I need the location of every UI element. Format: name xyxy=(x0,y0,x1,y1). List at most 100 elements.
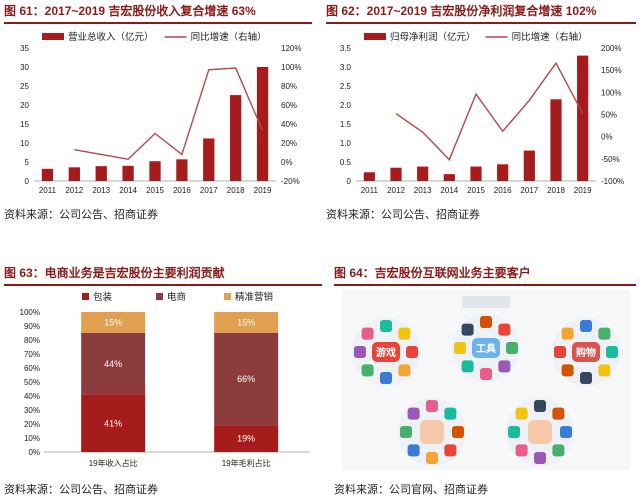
app-logo xyxy=(561,327,574,340)
x-tick-label: 2017 xyxy=(200,186,218,195)
y-tick-label: 80% xyxy=(24,336,40,345)
y-tick-label: 25 xyxy=(20,82,29,91)
x-tick-label: 2013 xyxy=(92,186,110,195)
bar xyxy=(41,168,54,181)
bar xyxy=(390,167,402,181)
app-logo xyxy=(354,346,366,358)
stack-segment xyxy=(81,394,146,452)
panel-revenue: 图 61：2017~2019 吉宏股份收入复合增速 63% 营业总收入（亿元） 同… xyxy=(4,0,312,230)
cluster-badge xyxy=(572,342,600,362)
app-logo xyxy=(480,316,492,328)
bar xyxy=(363,172,375,181)
y2-tick-label: 40% xyxy=(281,120,297,129)
data-label: 15% xyxy=(104,318,122,328)
bar xyxy=(230,95,242,181)
y2-tick-label: 200% xyxy=(601,44,621,53)
y2-tick-label: 80% xyxy=(281,82,297,91)
y2-tick-label: 20% xyxy=(281,139,297,148)
x-tick-label: 2013 xyxy=(414,186,432,195)
revenue-chart: 营业总收入（亿元） 同比增速（右轴） 0 5 10 15 20 25 30 35 -20% 0% 20%… xyxy=(20,31,301,195)
y-tick-label: 60% xyxy=(24,364,40,373)
source-note: 资料来源：公司公告、招商证券 xyxy=(4,484,158,496)
cluster-badge xyxy=(528,420,552,444)
y-tick-label: 20% xyxy=(24,420,40,429)
legend-swatch-bar xyxy=(42,33,64,40)
y2-tick-label: -50% xyxy=(601,155,620,164)
y-tick-label: 90% xyxy=(24,322,40,331)
data-label: 66% xyxy=(237,374,255,384)
y-tick-label: 100% xyxy=(20,308,40,317)
x-tick-label: 2012 xyxy=(387,186,405,195)
y-tick-label: 1.0 xyxy=(340,139,352,148)
y2-tick-label: 100% xyxy=(601,88,621,97)
x-tick-label: 2016 xyxy=(173,186,191,195)
y2-tick-label: 150% xyxy=(601,66,621,75)
bar xyxy=(149,161,161,181)
app-logo xyxy=(398,327,411,340)
x-tick-label: 2018 xyxy=(547,186,565,195)
x-tick-label: 2017 xyxy=(520,186,538,195)
panel-customers: 图 64：吉宏股份互联网业务主要客户 游戏 工具 购物 资料来源：公司官网、招商证券 xyxy=(334,262,636,498)
x-tick-label: 2011 xyxy=(39,186,57,195)
bar xyxy=(470,166,482,181)
source-note: 资料来源：公司公告、招商证券 xyxy=(326,209,480,221)
y-tick-label: 30 xyxy=(20,63,29,72)
legend-label-line: 同比增速（右轴） xyxy=(191,31,267,43)
bar xyxy=(550,99,562,181)
bar xyxy=(176,159,188,181)
app-logo xyxy=(515,444,528,457)
y-tick-label: 35 xyxy=(20,44,29,53)
growth-line xyxy=(395,61,584,161)
app-logo xyxy=(552,407,565,420)
app-logo xyxy=(380,372,392,384)
title-rule xyxy=(326,22,636,24)
data-label: 41% xyxy=(104,418,122,428)
bar xyxy=(577,55,589,181)
app-logo xyxy=(598,364,611,377)
app-logo xyxy=(361,364,374,377)
app-logo xyxy=(380,320,392,332)
data-label: 15% xyxy=(237,318,255,328)
app-logo xyxy=(552,444,565,457)
bar xyxy=(68,167,80,181)
x-tick-label: 2015 xyxy=(146,186,164,195)
app-logo xyxy=(407,407,420,420)
panel-profit-contribution: 图 63：电商业务是吉宏股份主要利润贡献 包装 电商 精准营销 0% 10% 20% 30%… xyxy=(4,262,322,498)
cluster-badge xyxy=(372,342,400,362)
app-logo xyxy=(498,360,511,373)
app-logo xyxy=(534,452,546,464)
bar xyxy=(417,166,429,181)
header-tag xyxy=(462,296,510,308)
app-logo xyxy=(398,364,411,377)
y-tick-label: 0.5 xyxy=(340,158,352,167)
app-logo xyxy=(426,400,438,412)
bar xyxy=(95,166,107,181)
cluster-badge xyxy=(420,420,444,444)
app-logo xyxy=(515,407,528,420)
y-tick-label: 3.0 xyxy=(340,63,352,72)
app-logo xyxy=(444,444,457,457)
x-tick-label: 2014 xyxy=(119,186,137,195)
y-tick-label: 10% xyxy=(24,434,40,443)
app-logo xyxy=(426,452,438,464)
app-logo xyxy=(480,368,492,380)
stack-segment xyxy=(214,312,279,333)
panel-net-profit: 图 62：2017~2019 吉宏股份净利润复合增速 102% 归母净利润（亿元… xyxy=(326,0,636,230)
app-logo xyxy=(461,323,474,336)
x-tick-label: 2015 xyxy=(467,186,485,195)
app-logo xyxy=(598,327,611,340)
app-logo xyxy=(361,327,374,340)
app-logo xyxy=(454,342,466,354)
y2-tick-label: -100% xyxy=(601,177,624,186)
customer-logo-collage: 游戏 工具 购物 xyxy=(352,296,620,466)
cluster-label: 游戏 xyxy=(376,346,396,359)
chart-title: 图 61：2017~2019 吉宏股份收入复合增速 63% xyxy=(4,4,256,18)
app-logo xyxy=(400,426,412,438)
chart-title: 图 63：电商业务是吉宏股份主要利润贡献 xyxy=(4,266,225,280)
app-logo xyxy=(606,346,618,358)
data-label: 19% xyxy=(237,434,255,444)
net-profit-chart: 归母净利润（亿元） 同比增速（右轴） 0 0.5 1.0 1.5 2.0 2.5 3.0 3.5 -… xyxy=(340,31,624,195)
bar xyxy=(523,150,535,181)
app-logo xyxy=(560,426,572,438)
app-logo xyxy=(580,320,592,332)
